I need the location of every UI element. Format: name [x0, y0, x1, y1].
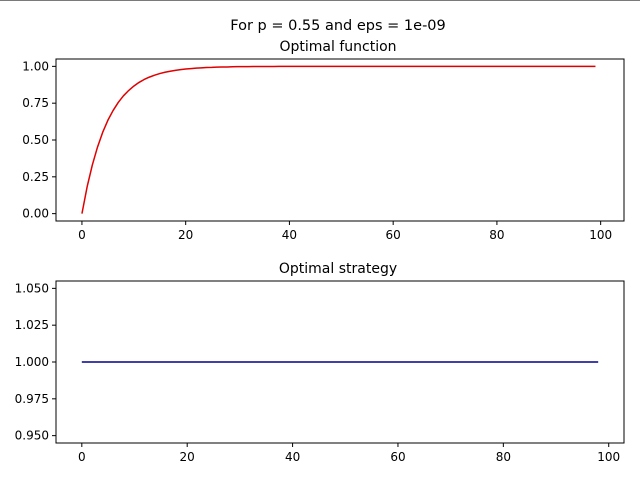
x-tick-label: 60	[390, 450, 405, 464]
axes-title-optimal-function: Optimal function	[279, 39, 396, 55]
x-tick-label: 20	[178, 228, 193, 242]
x-tick-label: 0	[78, 228, 86, 242]
y-tick-label: 1.000	[15, 355, 49, 369]
y-tick-label: 0.25	[22, 170, 49, 184]
y-tick-label: 1.025	[15, 318, 49, 332]
figure-suptitle: For p = 0.55 and eps = 1e-09	[230, 18, 446, 34]
x-tick-label: 80	[489, 228, 504, 242]
y-tick-label: 1.00	[22, 59, 49, 73]
axes-frame-optimal-function	[55, 58, 625, 222]
y-tick-label: 0.950	[15, 429, 49, 443]
series-line-optimal-function	[81, 65, 596, 214]
axes-optimal-strategy: Optimal strategy 0 20 40 60 80 100 0.950 0.975 1…	[15, 261, 625, 464]
x-tick-label: 100	[589, 228, 612, 242]
y-tick-label: 0.975	[15, 392, 49, 406]
y-tick-label: 0.75	[22, 96, 49, 110]
y-tick-label: 0.50	[22, 133, 49, 147]
x-tick-label: 80	[496, 450, 511, 464]
window-top-border	[0, 0, 640, 1]
x-tick-label: 20	[180, 450, 195, 464]
y-tick-label: 0.00	[22, 207, 49, 221]
x-tick-label: 0	[78, 450, 86, 464]
axes-title-optimal-strategy: Optimal strategy	[279, 261, 397, 277]
axes-optimal-function: Optimal function 0 20 40 60 80 100 0.00 0.25 0.5…	[22, 39, 625, 242]
x-tick-label: 60	[386, 228, 401, 242]
x-tick-label: 40	[282, 228, 297, 242]
x-tick-label: 40	[285, 450, 300, 464]
y-tick-label: 1.050	[15, 281, 49, 295]
x-tick-label: 100	[597, 450, 620, 464]
